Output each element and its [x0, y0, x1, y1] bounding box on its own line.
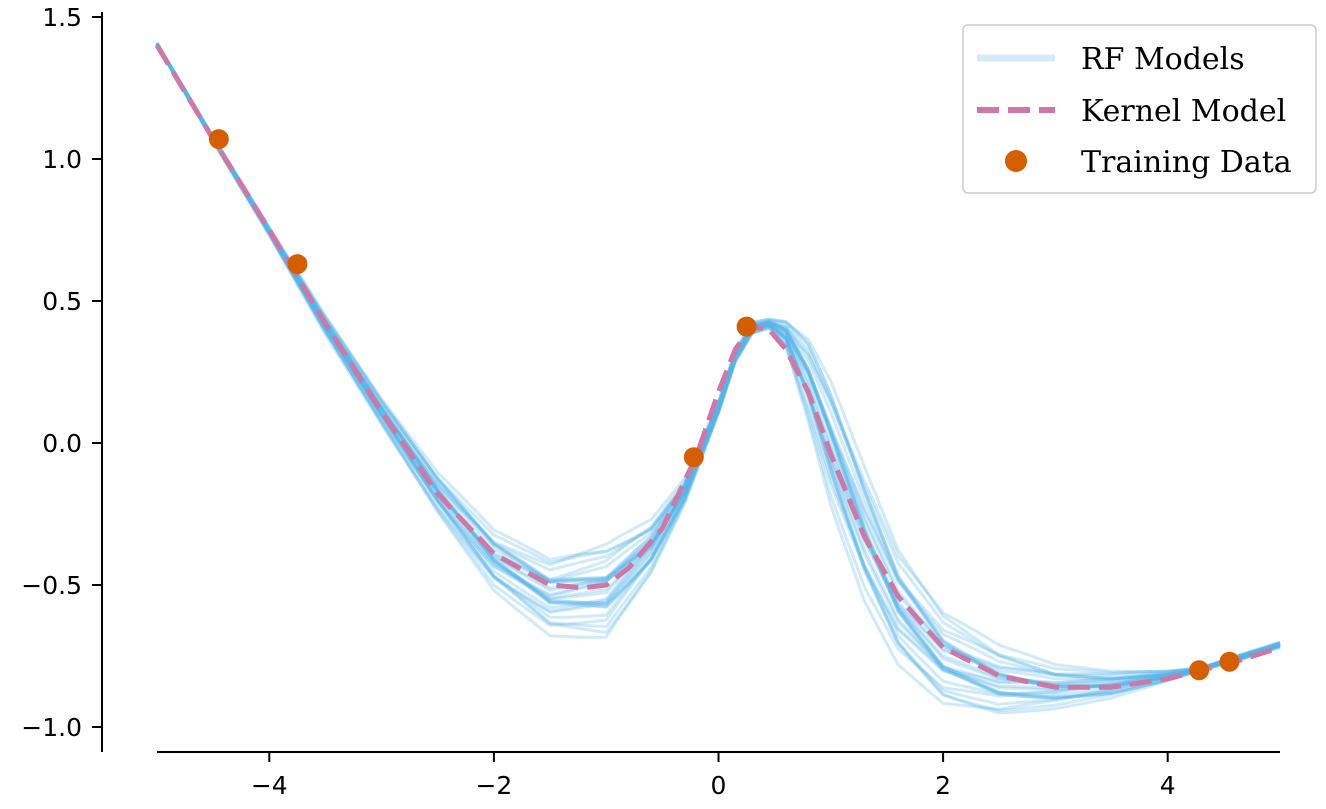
rf-model-curve	[155, 44, 1281, 706]
y-tick-label: 1.0	[42, 145, 82, 174]
rf-model-curve	[155, 43, 1281, 700]
rf-model-curve	[155, 43, 1281, 697]
x-ticks: −4 −2 0 2 4	[251, 752, 1176, 800]
y-tick-label: −1.0	[21, 713, 82, 742]
training-data-point	[287, 254, 308, 275]
y-tick-label: 0.5	[42, 287, 82, 316]
training-data-point	[208, 129, 229, 150]
rf-model-curve	[155, 42, 1281, 675]
rf-model-curve	[155, 43, 1281, 700]
legend-rf-models-label: RF Models	[1081, 42, 1245, 77]
y-tick-label: −0.5	[21, 571, 82, 600]
kernel-model-line	[154, 44, 1281, 690]
rf-model-curve	[155, 44, 1281, 715]
axes: −4 −2 0 2 4 −1.0 −0.5 0.0 0.5 1.0 1.5	[21, 3, 1280, 800]
rf-model-curve	[155, 42, 1281, 677]
x-tick-label: 0	[711, 771, 727, 800]
rf-model-curve	[155, 42, 1281, 676]
rf-model-curve	[155, 41, 1281, 673]
x-tick-label: 4	[1160, 771, 1176, 800]
legend-training-data-swatch	[1005, 150, 1027, 172]
rf-model-curve	[155, 43, 1281, 700]
y-tick-label: 1.5	[42, 3, 82, 32]
training-data-point	[1219, 651, 1240, 672]
training-data-point	[736, 316, 757, 337]
training-data-series	[208, 129, 1240, 681]
y-ticks: −1.0 −0.5 0.0 0.5 1.0 1.5	[21, 3, 102, 742]
rf-model-curve	[155, 44, 1281, 712]
legend: RF Models Kernel Model Training Data	[962, 24, 1317, 194]
x-tick-label: −4	[251, 771, 288, 800]
legend-frame	[962, 24, 1317, 194]
legend-kernel-model-label: Kernel Model	[1081, 94, 1286, 129]
x-tick-label: 2	[935, 771, 951, 800]
training-data-point	[683, 447, 704, 468]
kernel-model-series	[154, 44, 1281, 690]
legend-training-data-label: Training Data	[1081, 145, 1292, 180]
training-data-point	[1189, 660, 1210, 681]
rf-model-curve	[155, 44, 1281, 711]
rf-model-curve	[155, 43, 1281, 699]
x-tick-label: −2	[475, 771, 512, 800]
y-tick-label: 0.0	[42, 429, 82, 458]
